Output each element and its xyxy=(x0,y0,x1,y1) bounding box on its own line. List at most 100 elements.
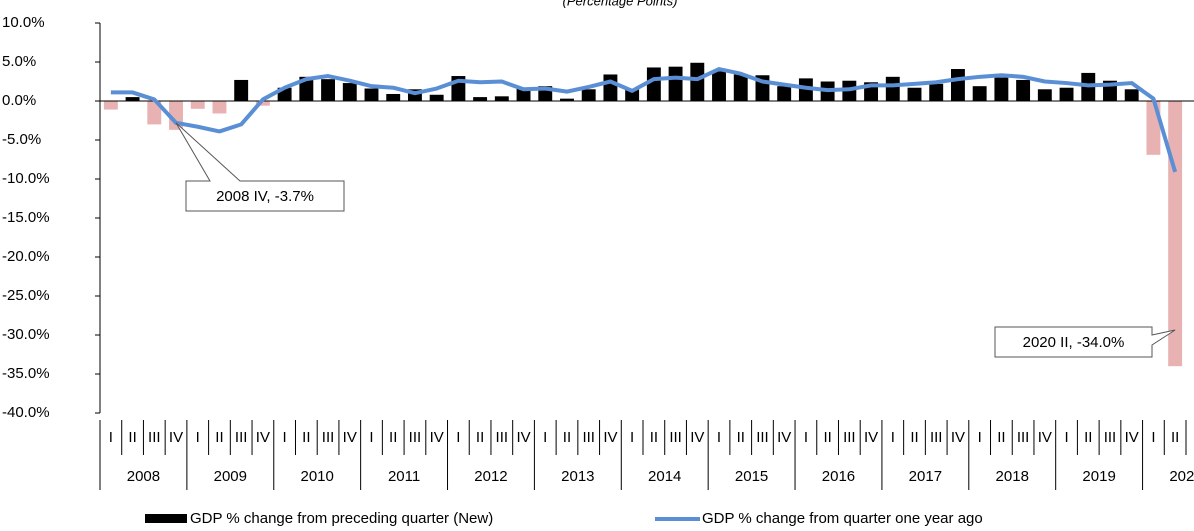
x-tick-label: III xyxy=(235,429,248,446)
bar xyxy=(342,83,357,101)
y-tick-label: -5.0% xyxy=(2,131,41,148)
x-tick-label: I xyxy=(109,429,113,446)
x-tick-label: III xyxy=(669,429,682,446)
x-tick-label: IV xyxy=(603,429,617,446)
x-tick-label: II xyxy=(737,429,745,446)
x-tick-label: IV xyxy=(343,429,357,446)
x-tick-label: I xyxy=(196,429,200,446)
x-tick-label: IV xyxy=(864,429,878,446)
x-tick-label: II xyxy=(128,429,136,446)
bar xyxy=(494,96,509,101)
legend-swatch xyxy=(145,514,187,523)
bar xyxy=(386,93,401,101)
x-tick-label: IV xyxy=(690,429,704,446)
x-tick-label: IV xyxy=(777,429,791,446)
year-label: 2015 xyxy=(735,468,768,485)
y-tick-label: 5.0% xyxy=(2,53,36,70)
year-label: 2014 xyxy=(648,468,681,485)
x-tick-label: I xyxy=(891,429,895,446)
x-tick-label: III xyxy=(930,429,943,446)
x-tick-label: III xyxy=(322,429,335,446)
year-label: 2017 xyxy=(909,468,942,485)
x-tick-label: I xyxy=(283,429,287,446)
bar xyxy=(560,98,574,101)
y-tick-label: -30.0% xyxy=(2,326,50,343)
annotation-text: 2020 II, -34.0% xyxy=(1023,334,1125,351)
bar xyxy=(777,86,792,101)
x-tick-label: III xyxy=(1104,429,1117,446)
legend-label: GDP % change from preceding quarter (New… xyxy=(190,510,493,527)
x-tick-label: I xyxy=(1151,429,1155,446)
x-tick-label: IV xyxy=(169,429,183,446)
line xyxy=(110,67,1178,173)
bar xyxy=(1037,89,1052,101)
x-tick-label: II xyxy=(563,429,571,446)
x-tick-label: II xyxy=(476,429,484,446)
bar xyxy=(950,69,965,101)
y-tick-label: -25.0% xyxy=(2,287,50,304)
year-label: 2016 xyxy=(822,468,855,485)
x-tick-label: II xyxy=(1084,429,1092,446)
y-tick-label: -15.0% xyxy=(2,209,50,226)
bar xyxy=(907,87,922,101)
bar xyxy=(972,86,987,101)
x-tick-label: IV xyxy=(430,429,444,446)
y-tick-label: -35.0% xyxy=(2,365,50,382)
bar xyxy=(581,89,596,101)
x-tick-label: IV xyxy=(1125,429,1139,446)
x-tick-label: I xyxy=(804,429,808,446)
year-label: 2009 xyxy=(214,468,247,485)
bar xyxy=(994,77,1009,101)
bar xyxy=(234,79,249,101)
x-tick-label: II xyxy=(910,429,918,446)
x-tick-label: II xyxy=(997,429,1005,446)
bar xyxy=(1168,101,1183,367)
bar xyxy=(668,66,683,101)
year-label: 2013 xyxy=(561,468,594,485)
x-tick-label: II xyxy=(302,429,310,446)
annotation-box xyxy=(175,122,345,212)
bar xyxy=(929,83,944,101)
year-label: 2019 xyxy=(1082,468,1115,485)
year-label: 2012 xyxy=(474,468,507,485)
bar xyxy=(103,101,118,110)
year-label: 2018 xyxy=(996,468,1029,485)
x-tick-label: III xyxy=(582,429,595,446)
year-label: 2020 xyxy=(1169,468,1194,485)
bar xyxy=(733,74,748,101)
x-tick-label: III xyxy=(1017,429,1030,446)
bar xyxy=(321,79,336,101)
y-tick-label: -10.0% xyxy=(2,170,50,187)
x-tick-label: II xyxy=(823,429,831,446)
legend-label: GDP % change from quarter one year ago xyxy=(702,510,983,527)
bar xyxy=(603,74,618,101)
x-tick-label: III xyxy=(496,429,509,446)
year-label: 2010 xyxy=(301,468,334,485)
x-tick-label: III xyxy=(843,429,856,446)
x-tick-label: II xyxy=(650,429,658,446)
x-tick-label: I xyxy=(978,429,982,446)
bar xyxy=(712,71,726,101)
bar xyxy=(690,62,705,101)
bar xyxy=(364,88,379,101)
bar xyxy=(516,88,531,101)
bar xyxy=(625,89,640,101)
x-tick-label: II xyxy=(389,429,397,446)
bar xyxy=(125,97,140,101)
y-tick-label: 10.0% xyxy=(2,14,45,31)
x-tick-label: I xyxy=(369,429,373,446)
year-label: 2011 xyxy=(388,468,420,485)
bar xyxy=(212,101,227,114)
bar xyxy=(1124,89,1139,101)
bar xyxy=(646,67,661,101)
x-tick-label: II xyxy=(215,429,223,446)
x-tick-label: III xyxy=(409,429,422,446)
x-tick-label: IV xyxy=(951,429,965,446)
x-tick-label: I xyxy=(543,429,547,446)
x-tick-label: III xyxy=(756,429,769,446)
year-label: 2008 xyxy=(127,468,160,485)
bar xyxy=(255,101,270,106)
bar xyxy=(190,101,205,109)
x-tick-label: IV xyxy=(516,429,530,446)
y-tick-label: -20.0% xyxy=(2,248,50,265)
